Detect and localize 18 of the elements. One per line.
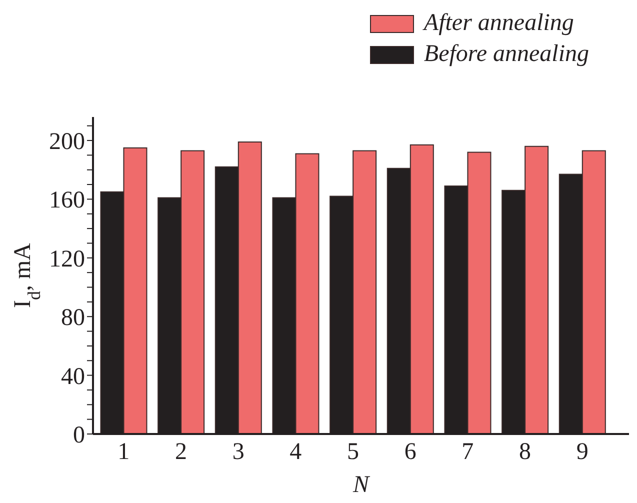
- x-tick-label: 5: [347, 439, 359, 466]
- x-axis-title: N: [352, 472, 371, 498]
- y-tick-label: 80: [61, 305, 85, 332]
- legend-label: After annealing: [424, 9, 574, 38]
- x-tick-label: 8: [519, 439, 531, 466]
- x-tick-label: 4: [290, 439, 302, 466]
- x-tick-label: 6: [404, 439, 416, 466]
- y-tick-label: 200: [49, 129, 85, 155]
- x-tick-label: 2: [175, 439, 187, 466]
- y-tick-label: 160: [49, 188, 85, 214]
- x-tick-label: 3: [232, 439, 244, 466]
- y-tick-label: 0: [73, 422, 85, 449]
- x-tick-label: 7: [462, 439, 474, 466]
- y-tick-label: 120: [49, 246, 85, 272]
- x-tick-label: 9: [576, 439, 588, 466]
- legend-label: Before annealing: [424, 40, 589, 69]
- y-tick-label: 40: [61, 364, 85, 390]
- x-tick-label: 1: [118, 439, 130, 466]
